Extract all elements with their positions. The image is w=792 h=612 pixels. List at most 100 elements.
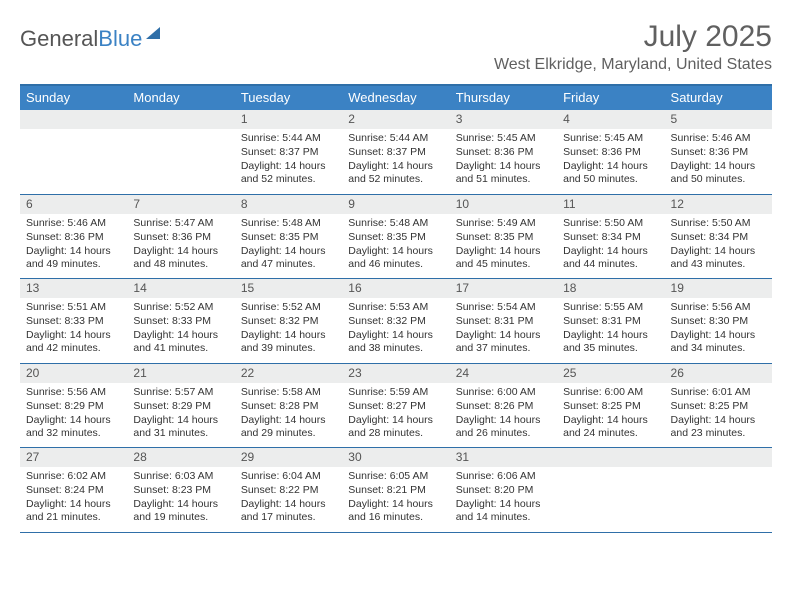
calendar-day-cell: 17Sunrise: 5:54 AMSunset: 8:31 PMDayligh… [450,279,557,363]
daylight-text: Daylight: 14 hours and 47 minutes. [241,245,336,271]
day-info [127,129,234,191]
sunset-text: Sunset: 8:25 PM [563,400,658,413]
daylight-text: Daylight: 14 hours and 45 minutes. [456,245,551,271]
calendar-day-cell: 5Sunrise: 5:46 AMSunset: 8:36 PMDaylight… [665,110,772,194]
day-number [20,110,127,129]
calendar-day-cell: 31Sunrise: 6:06 AMSunset: 8:20 PMDayligh… [450,448,557,532]
sunset-text: Sunset: 8:32 PM [348,315,443,328]
day-number: 26 [665,364,772,383]
daylight-text: Daylight: 14 hours and 37 minutes. [456,329,551,355]
daylight-text: Daylight: 14 hours and 31 minutes. [133,414,228,440]
calendar-day-cell: 13Sunrise: 5:51 AMSunset: 8:33 PMDayligh… [20,279,127,363]
day-info: Sunrise: 5:48 AMSunset: 8:35 PMDaylight:… [342,214,449,279]
daylight-text: Daylight: 14 hours and 24 minutes. [563,414,658,440]
day-number: 12 [665,195,772,214]
day-number: 19 [665,279,772,298]
sunrise-text: Sunrise: 6:00 AM [563,386,658,399]
day-number: 18 [557,279,664,298]
calendar-day-cell: 4 Sunrise: 5:45 AMSunset: 8:36 PMDaylight… [557,110,664,194]
daylight-text: Daylight: 14 hours and 48 minutes. [133,245,228,271]
sunset-text: Sunset: 8:29 PM [133,400,228,413]
daylight-text: Daylight: 14 hours and 52 minutes. [241,160,336,186]
daylight-text: Daylight: 14 hours and 50 minutes. [563,160,658,186]
calendar-day-cell [557,448,664,532]
sunset-text: Sunset: 8:37 PM [241,146,336,159]
logo-triangle-icon [146,27,160,39]
sunrise-text: Sunrise: 6:03 AM [133,470,228,483]
sunrise-text: Sunrise: 6:00 AM [456,386,551,399]
sunset-text: Sunset: 8:24 PM [26,484,121,497]
sunset-text: Sunset: 8:36 PM [563,146,658,159]
day-info: Sunrise: 6:05 AMSunset: 8:21 PMDaylight:… [342,467,449,532]
daylight-text: Daylight: 14 hours and 50 minutes. [671,160,766,186]
sunset-text: Sunset: 8:35 PM [348,231,443,244]
calendar-day-cell: 27Sunrise: 6:02 AMSunset: 8:24 PMDayligh… [20,448,127,532]
sunrise-text: Sunrise: 5:52 AM [241,301,336,314]
sunrise-text: Sunrise: 5:47 AM [133,217,228,230]
sunrise-text: Sunrise: 5:50 AM [671,217,766,230]
day-number: 13 [20,279,127,298]
day-number: 15 [235,279,342,298]
day-number: 29 [235,448,342,467]
day-info: Sunrise: 5:46 AMSunset: 8:36 PMDaylight:… [665,129,772,194]
calendar-day-cell: 12Sunrise: 5:50 AMSunset: 8:34 PMDayligh… [665,195,772,279]
day-number: 9 [342,195,449,214]
day-info: Sunrise: 5:52 AMSunset: 8:33 PMDaylight:… [127,298,234,363]
daylight-text: Daylight: 14 hours and 39 minutes. [241,329,336,355]
day-info: Sunrise: 5:49 AMSunset: 8:35 PMDaylight:… [450,214,557,279]
daylight-text: Daylight: 14 hours and 44 minutes. [563,245,658,271]
sunset-text: Sunset: 8:33 PM [26,315,121,328]
calendar-day-cell: 14Sunrise: 5:52 AMSunset: 8:33 PMDayligh… [127,279,234,363]
day-of-week-label: Sunday [20,86,127,110]
sunset-text: Sunset: 8:26 PM [456,400,551,413]
sunrise-text: Sunrise: 5:48 AM [348,217,443,230]
daylight-text: Daylight: 14 hours and 41 minutes. [133,329,228,355]
day-of-week-label: Thursday [450,86,557,110]
sunrise-text: Sunrise: 5:48 AM [241,217,336,230]
day-number: 4 [557,110,664,129]
daylight-text: Daylight: 14 hours and 43 minutes. [671,245,766,271]
calendar-day-cell: 7Sunrise: 5:47 AMSunset: 8:36 PMDaylight… [127,195,234,279]
day-info [20,129,127,191]
sunrise-text: Sunrise: 6:04 AM [241,470,336,483]
sunset-text: Sunset: 8:36 PM [456,146,551,159]
day-number: 16 [342,279,449,298]
calendar-day-cell: 8Sunrise: 5:48 AMSunset: 8:35 PMDaylight… [235,195,342,279]
page-header: GeneralBlue July 2025 West Elkridge, Mar… [20,20,772,74]
calendar-day-cell: 9Sunrise: 5:48 AMSunset: 8:35 PMDaylight… [342,195,449,279]
day-number: 22 [235,364,342,383]
day-info: Sunrise: 6:03 AMSunset: 8:23 PMDaylight:… [127,467,234,532]
sunset-text: Sunset: 8:23 PM [133,484,228,497]
day-number: 25 [557,364,664,383]
day-number: 5 [665,110,772,129]
daylight-text: Daylight: 14 hours and 29 minutes. [241,414,336,440]
sunrise-text: Sunrise: 5:56 AM [671,301,766,314]
day-number: 10 [450,195,557,214]
day-info: Sunrise: 5:50 AMSunset: 8:34 PMDaylight:… [557,214,664,279]
sunrise-text: Sunrise: 5:45 AM [563,132,658,145]
sunrise-text: Sunrise: 6:06 AM [456,470,551,483]
calendar-day-cell: 19Sunrise: 5:56 AMSunset: 8:30 PMDayligh… [665,279,772,363]
calendar-week-row: 20Sunrise: 5:56 AMSunset: 8:29 PMDayligh… [20,364,772,449]
daylight-text: Daylight: 14 hours and 16 minutes. [348,498,443,524]
daylight-text: Daylight: 14 hours and 14 minutes. [456,498,551,524]
calendar-day-cell: 10Sunrise: 5:49 AMSunset: 8:35 PMDayligh… [450,195,557,279]
logo-part2: Blue [98,26,142,51]
calendar-day-cell: 1Sunrise: 5:44 AMSunset: 8:37 PMDaylight… [235,110,342,194]
day-info: Sunrise: 6:04 AMSunset: 8:22 PMDaylight:… [235,467,342,532]
day-number: 24 [450,364,557,383]
calendar-day-cell: 15Sunrise: 5:52 AMSunset: 8:32 PMDayligh… [235,279,342,363]
day-info: Sunrise: 5:56 AMSunset: 8:29 PMDaylight:… [20,383,127,448]
day-number [665,448,772,467]
calendar-day-cell: 30Sunrise: 6:05 AMSunset: 8:21 PMDayligh… [342,448,449,532]
daylight-text: Daylight: 14 hours and 28 minutes. [348,414,443,440]
day-info: Sunrise: 5:46 AMSunset: 8:36 PMDaylight:… [20,214,127,279]
sunset-text: Sunset: 8:33 PM [133,315,228,328]
day-number: 7 [127,195,234,214]
day-info: Sunrise: 5:56 AMSunset: 8:30 PMDaylight:… [665,298,772,363]
sunrise-text: Sunrise: 5:44 AM [241,132,336,145]
sunrise-text: Sunrise: 5:54 AM [456,301,551,314]
calendar-day-cell: 24Sunrise: 6:00 AMSunset: 8:26 PMDayligh… [450,364,557,448]
day-info: Sunrise: 5:53 AMSunset: 8:32 PMDaylight:… [342,298,449,363]
sunset-text: Sunset: 8:35 PM [241,231,336,244]
